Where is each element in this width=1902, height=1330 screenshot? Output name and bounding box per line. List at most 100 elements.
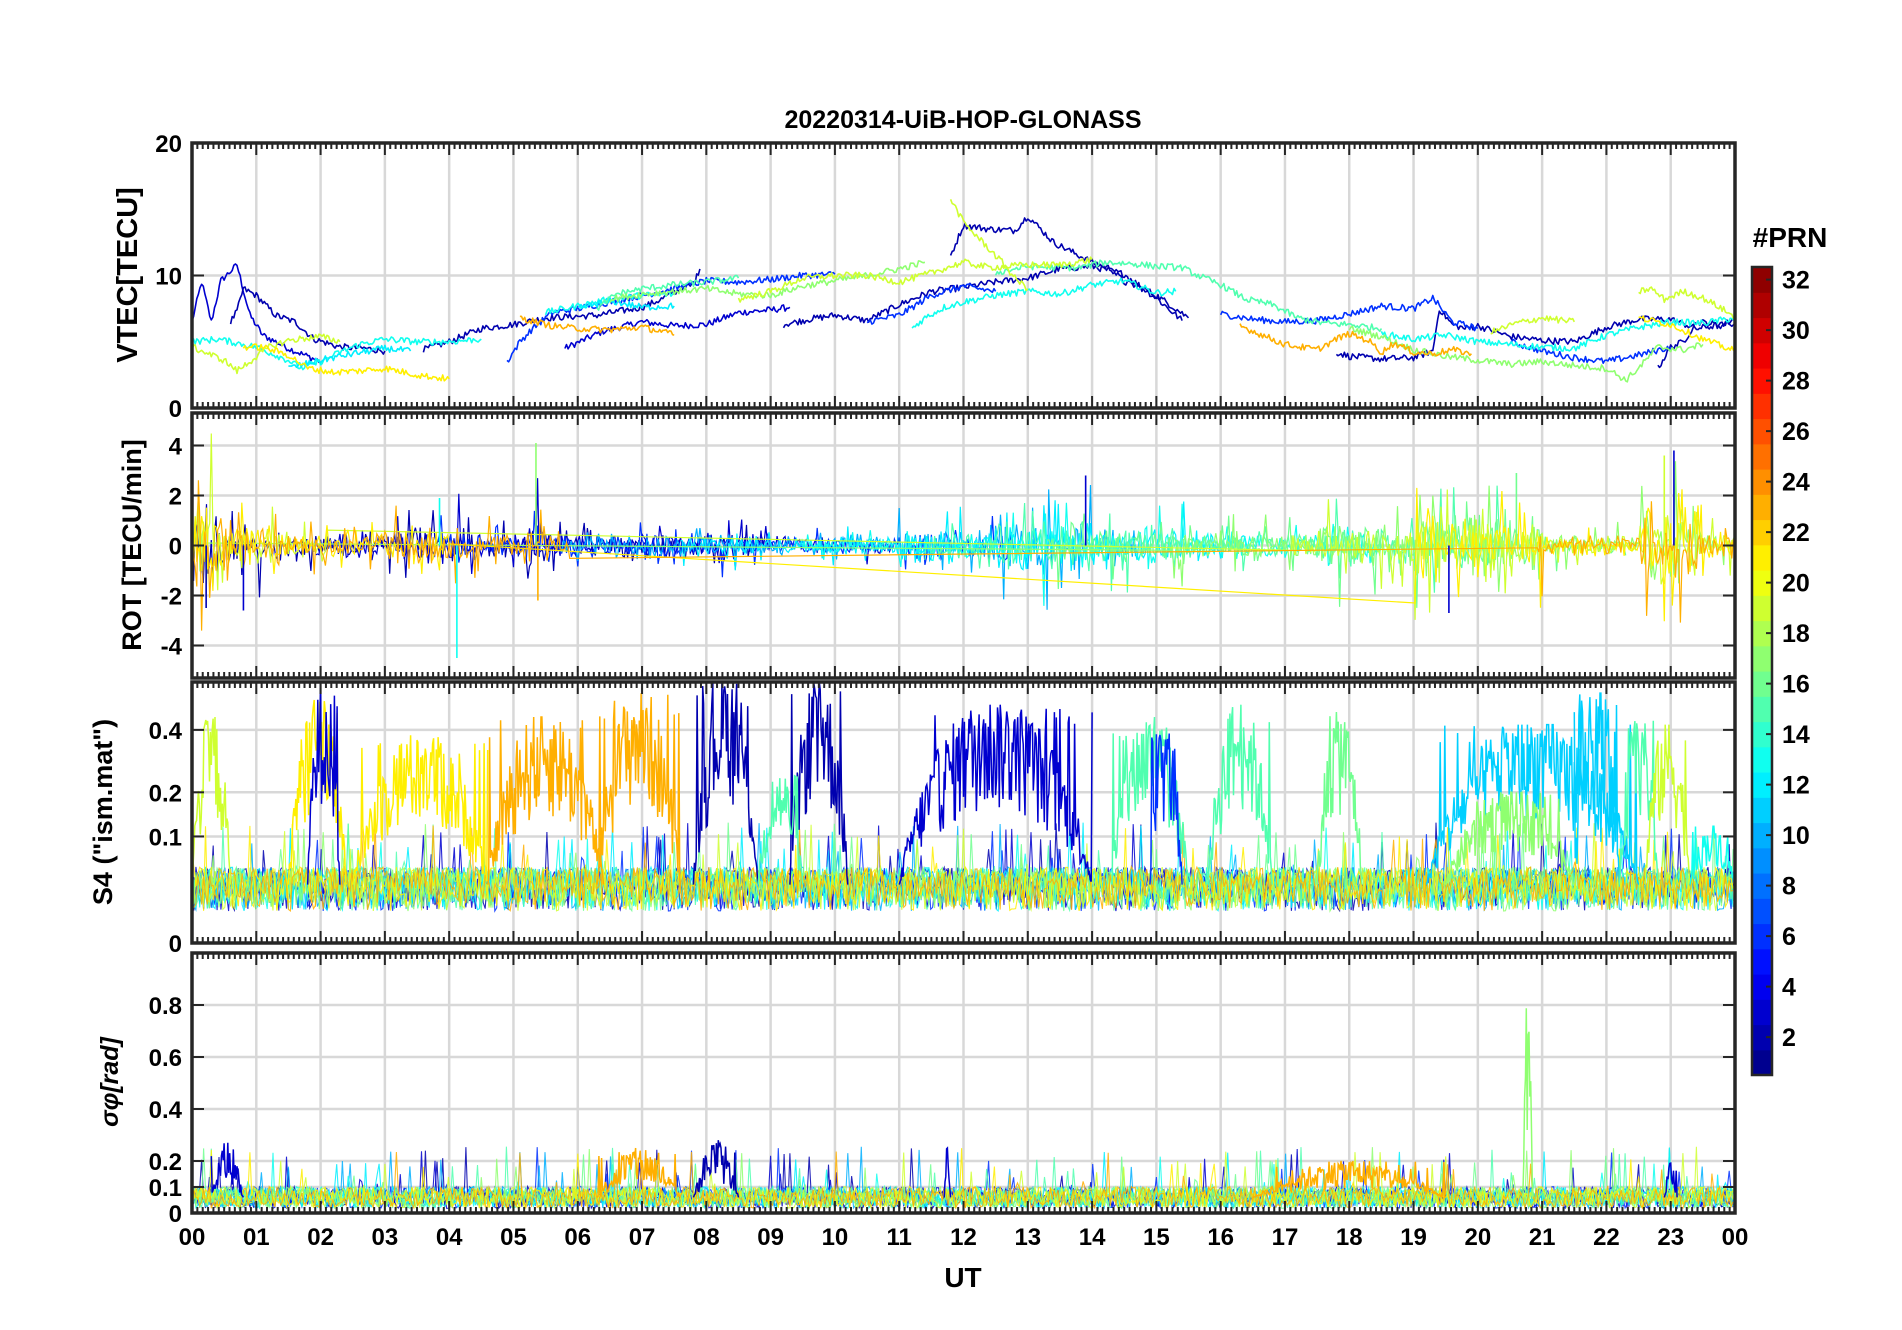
panel-sigma-phi-ylabel: σφ[rad]	[96, 1035, 124, 1126]
x-tick-label: 02	[307, 1224, 334, 1251]
panel-sigma-phi: 00.10.2 0.4 0.6 0.8 σφ[rad]	[96, 951, 1737, 1228]
vtec-trace-prn-6	[1219, 294, 1479, 332]
colorbar-cell	[1752, 519, 1772, 546]
burst-trace-prn-13	[1689, 825, 1735, 885]
panel-vtec-grid	[192, 143, 1735, 408]
burst-trace-prn-15	[1207, 704, 1273, 885]
colorbar-tick-label: 2	[1782, 1024, 1796, 1052]
x-tick-label: 14	[1079, 1224, 1106, 1251]
burst-trace-prn-21	[351, 735, 489, 885]
colorbar-cell	[1752, 443, 1772, 470]
burst-trace-prn-23	[596, 693, 682, 885]
colorbar-tick-label: 30	[1782, 317, 1810, 345]
panel-s4-axes: 0 0.1 0.2 0.4	[149, 680, 1737, 958]
colorbar-cell	[1752, 368, 1772, 394]
colorbar-cell	[1752, 645, 1772, 672]
y-tick-label: 0.2	[149, 780, 182, 807]
vtec-trace-prn-12	[288, 344, 412, 369]
x-tick-label: 03	[372, 1224, 399, 1251]
colorbar-cell	[1752, 898, 1772, 925]
panel-rot-axes: -4 -2 0 2 4	[161, 411, 1737, 680]
colorbar-cell	[1752, 1024, 1772, 1051]
burst-trace-prn-15	[757, 774, 804, 885]
burst-trace-prn-19	[1644, 724, 1691, 885]
vtec-trace-prn-13	[1380, 316, 1735, 352]
burst-trace-prn-17	[1522, 1008, 1534, 1198]
burst-trace-prn-15	[1618, 720, 1659, 885]
vtec-trace-prn-13	[192, 336, 482, 371]
burst-trace-prn-2	[789, 682, 849, 885]
burst-trace-prn-23	[1252, 1160, 1447, 1199]
colorbar-cell	[1752, 746, 1772, 773]
panel-rot: -4 -2 0 2 4 ROT [TECU/min]	[117, 411, 1737, 680]
colorbar-tick-label: 14	[1782, 721, 1810, 749]
panel-vtec-data	[192, 199, 1735, 383]
vtec-trace-prn-19	[737, 256, 1093, 303]
y-tick-label: -4	[161, 634, 183, 661]
panel-rot-ylabel: ROT [TECU/min]	[117, 439, 147, 650]
y-tick-label: 0.6	[149, 1045, 182, 1072]
panel-vtec-ylabel: VTEC[TECU]	[112, 187, 144, 363]
vtec-trace-prn-19	[1638, 286, 1735, 320]
burst-trace-prn-3	[898, 704, 1093, 885]
y-tick-label: 0.4	[149, 1097, 183, 1124]
y-tick-label: 4	[169, 434, 183, 461]
chart-title: 20220314-UiB-HOP-GLONASS	[784, 106, 1141, 134]
colorbar-tick-label: 8	[1782, 873, 1796, 901]
y-tick-label: 20	[155, 131, 182, 158]
colorbar-tick-label: 16	[1782, 671, 1810, 699]
x-tick-label: 09	[757, 1224, 784, 1251]
y-tick-label: 0.1	[149, 1175, 182, 1202]
rot-trace-prn-12	[680, 500, 1259, 572]
colorbar-tick-label: 28	[1782, 368, 1810, 396]
y-tick-label: 0.8	[149, 993, 182, 1020]
colorbar-cell	[1752, 696, 1772, 723]
colorbar-cell	[1752, 418, 1772, 445]
colorbar-cell	[1752, 772, 1772, 798]
x-tick-label: 06	[564, 1224, 591, 1251]
panel-sigma-phi-axes: 00.10.2 0.4 0.6 0.8	[149, 951, 1737, 1228]
y-tick-label: 0.1	[149, 824, 182, 851]
burst-trace-prn-23	[486, 716, 605, 885]
vtec-trace-prn-2	[1335, 310, 1735, 363]
x-tick-label: 13	[1014, 1224, 1041, 1251]
colorbar-tick-label: 12	[1782, 772, 1810, 800]
colorbar-tick-label: 6	[1782, 923, 1796, 951]
colorbar-cell	[1752, 570, 1772, 596]
noise-trace-prn-16	[192, 1148, 1734, 1210]
x-tick-label: 21	[1529, 1224, 1556, 1251]
burst-trace-prn-2	[692, 1140, 740, 1198]
vtec-trace-prn-19	[949, 199, 1029, 292]
vtec-trace-prn-6	[866, 283, 997, 325]
burst-trace-prn-3	[943, 1146, 952, 1198]
x-axis-label: UT	[944, 1262, 981, 1293]
colorbar-cell	[1752, 595, 1772, 622]
vtec-trace-prn-6	[506, 271, 836, 363]
x-tick-label: 15	[1143, 1224, 1170, 1251]
panel-s4-ylabel: S4 ("ism.mat")	[88, 719, 118, 905]
colorbar-tick-label: 4	[1782, 974, 1796, 1002]
x-tick-label: 20	[1464, 1224, 1491, 1251]
colorbar-tick-label: 18	[1782, 620, 1810, 648]
colorbar-gradient	[1750, 265, 1774, 1077]
colorbar-cell	[1752, 267, 1772, 293]
y-tick-label: 0	[169, 931, 182, 958]
colorbar-cell	[1752, 469, 1772, 495]
colorbar-cell	[1752, 494, 1772, 521]
x-tick-label: 12	[950, 1224, 977, 1251]
colorbar-cell	[1752, 393, 1772, 420]
y-tick-label: -2	[161, 584, 182, 611]
colorbar-tick-label: 26	[1782, 418, 1810, 446]
vtec-trace-prn-17	[1348, 325, 1704, 383]
noise-trace-prn-23	[192, 1151, 1734, 1210]
x-tick-label: 08	[693, 1224, 720, 1251]
rot-trace-prn-19	[192, 433, 1735, 620]
vtec-trace-prn-15	[994, 259, 1383, 332]
colorbar-cell	[1752, 620, 1772, 647]
vtec-trace-prn-6	[1509, 338, 1672, 364]
colorbar-cell	[1752, 822, 1772, 849]
burst-trace-prn-3	[306, 682, 341, 885]
